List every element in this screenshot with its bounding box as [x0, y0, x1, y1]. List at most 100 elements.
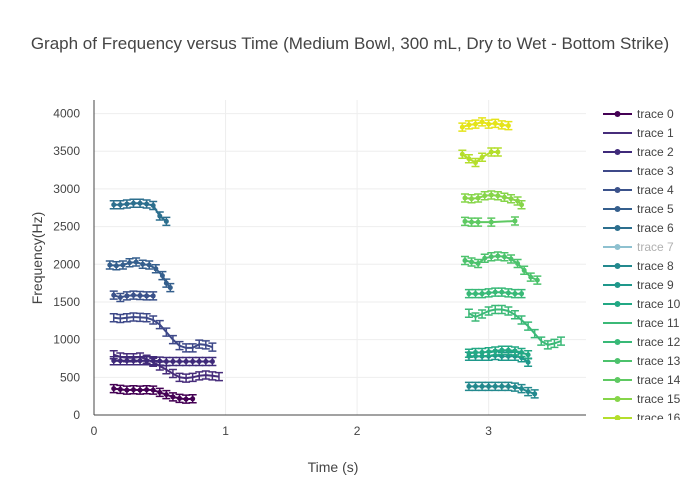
legend-item[interactable]: trace 12	[603, 335, 681, 349]
data-point	[157, 389, 163, 395]
data-point	[459, 124, 465, 130]
x-tick-label: 2	[354, 424, 361, 438]
data-point	[499, 353, 505, 359]
error-bar	[175, 372, 184, 383]
legend-label: trace 13	[637, 354, 681, 368]
data-point	[466, 122, 472, 128]
data-point	[528, 274, 534, 280]
data-point	[133, 259, 139, 265]
legend-item[interactable]: trace 0	[603, 107, 674, 121]
legend-swatch-marker	[614, 358, 621, 364]
error-bar	[201, 370, 210, 380]
y-tick-label: 1000	[53, 333, 80, 347]
data-point	[521, 267, 527, 273]
series-11	[464, 304, 566, 350]
legend-label: trace 10	[637, 297, 681, 311]
data-point	[515, 261, 521, 267]
data-point	[525, 359, 531, 365]
data-point	[130, 358, 136, 364]
data-point	[495, 253, 501, 259]
data-point	[475, 261, 481, 267]
error-bar	[550, 338, 559, 349]
data-point	[466, 350, 472, 356]
data-point	[130, 387, 136, 393]
data-point	[466, 383, 472, 389]
error-bar	[517, 315, 526, 325]
data-point	[113, 263, 119, 269]
data-point	[117, 386, 123, 392]
legend-swatch-marker	[614, 149, 621, 155]
data-point	[117, 294, 123, 300]
x-tick-label: 0	[91, 424, 98, 438]
legend-label: trace 3	[637, 164, 674, 178]
axes: 0 500 1000 1500 2000 2500 3000 3500 4000 0 1 2 3	[53, 100, 586, 438]
legend-item[interactable]: trace 13	[603, 354, 681, 368]
data-point	[177, 358, 183, 364]
legend-item[interactable]: trace 7	[603, 240, 674, 254]
error-bar	[182, 373, 191, 383]
data-point	[512, 348, 518, 354]
legend-item[interactable]: trace 5	[603, 202, 674, 216]
data-point	[495, 149, 501, 155]
data-point	[505, 123, 511, 129]
error-bar	[195, 339, 204, 349]
legend-item[interactable]: trace 4	[603, 183, 674, 197]
legend[interactable]: trace 0 trace 1 trace 2 trace 3 trace 4 trace…	[603, 107, 681, 444]
series-3	[109, 312, 217, 353]
error-bar	[168, 368, 177, 379]
data-point	[469, 219, 475, 225]
data-point	[120, 262, 126, 268]
legend-label: trace 6	[637, 221, 674, 235]
data-point	[519, 202, 525, 208]
legend-item[interactable]: trace 9	[603, 278, 674, 292]
data-point	[534, 277, 540, 283]
legend-item[interactable]: trace 1	[603, 126, 674, 140]
legend-item[interactable]: trace 8	[603, 259, 674, 273]
error-bar	[122, 313, 131, 323]
data-point	[127, 260, 133, 266]
data-point	[137, 200, 143, 206]
legend-item[interactable]: trace 10	[603, 297, 681, 311]
data-point	[466, 156, 472, 162]
data-point	[140, 261, 146, 267]
legend-label: trace 9	[637, 278, 674, 292]
legend-item[interactable]: trace 15	[603, 392, 681, 406]
data-point	[512, 384, 518, 390]
data-point	[512, 218, 518, 224]
x-axis-title: Time (s)	[308, 459, 359, 475]
series-group	[105, 117, 566, 404]
legend-swatch-marker	[614, 225, 621, 231]
data-point	[532, 391, 538, 397]
data-point	[177, 395, 183, 401]
error-bar	[471, 312, 480, 322]
data-point	[107, 262, 113, 268]
legend-swatch-marker	[614, 282, 621, 288]
legend-label: trace 12	[637, 335, 681, 349]
data-point	[130, 200, 136, 206]
data-point	[472, 383, 478, 389]
data-point	[508, 256, 514, 262]
legend-item[interactable]: trace 14	[603, 373, 681, 387]
error-bar	[175, 340, 184, 351]
legend-item[interactable]: trace 6	[603, 221, 674, 235]
legend-label: trace 1	[637, 126, 674, 140]
y-tick-label: 3500	[53, 144, 80, 158]
legend-item[interactable]: trace 11	[603, 316, 680, 330]
error-bar	[504, 306, 513, 316]
data-point	[519, 291, 525, 297]
legend-item[interactable]: trace 3	[603, 164, 674, 178]
legend-swatch-marker	[614, 263, 621, 269]
legend-item[interactable]: trace 16	[603, 411, 681, 425]
data-point	[501, 194, 507, 200]
data-point	[525, 352, 531, 358]
x-tick-label: 3	[485, 424, 492, 438]
data-point	[472, 121, 478, 127]
data-point	[486, 349, 492, 355]
data-point	[167, 285, 173, 291]
data-point	[512, 291, 518, 297]
y-tick-label: 3000	[53, 182, 80, 196]
legend-item[interactable]: trace 2	[603, 145, 674, 159]
series-16	[458, 147, 502, 168]
data-point	[183, 396, 189, 402]
